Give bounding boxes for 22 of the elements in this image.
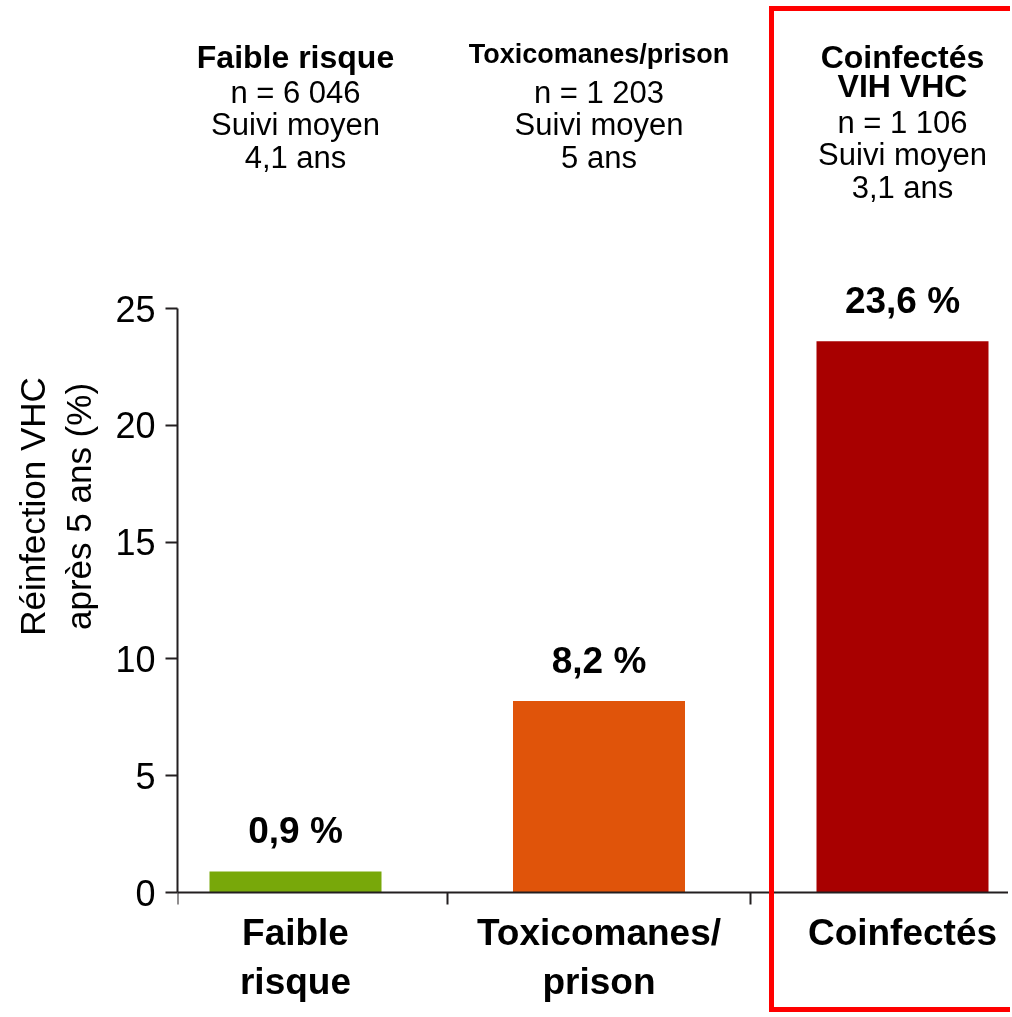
text: n = 1 106 Suivi moyen 3,1 ans: [818, 104, 987, 205]
y-tick-label: 5: [135, 755, 156, 797]
y-tick-label: 20: [115, 405, 156, 447]
bar: [209, 871, 382, 893]
y-tick-label: 25: [115, 288, 156, 330]
x-tick-label: Faible risque: [239, 911, 352, 1002]
bar: [816, 341, 989, 893]
y-tick-label: 10: [115, 638, 156, 680]
data-label: 0,9 %: [248, 810, 343, 852]
y-tick-label: 15: [115, 522, 156, 564]
text: Toxicomanes/prison: [468, 38, 730, 69]
bar: [513, 700, 685, 893]
x-tick-label: Toxicomanes/ prison: [477, 911, 722, 1002]
data-label: 23,6 %: [844, 280, 961, 322]
text: Faible risque: [196, 38, 395, 75]
y-axis-title: Réinfection VHC après 5 ans (%): [12, 377, 99, 636]
x-tick-label: Coinfectés: [807, 911, 998, 953]
data-label: 8,2 %: [551, 639, 647, 681]
text: n = 1 203 Suivi moyen 5 ans: [514, 74, 684, 175]
text: n = 6 046 Suivi moyen 4,1 ans: [211, 74, 380, 175]
text: Coinfectés VIH VHC: [820, 38, 985, 105]
y-tick-label: 0: [135, 872, 156, 914]
